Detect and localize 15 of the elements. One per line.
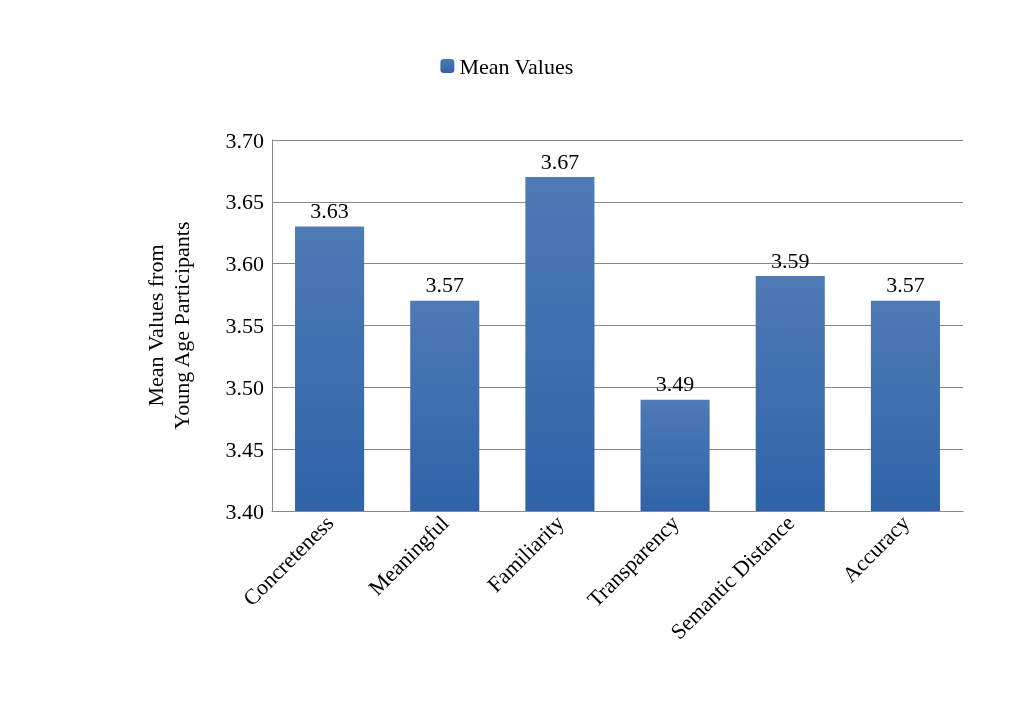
y-tick-label: 3.65 bbox=[225, 189, 264, 215]
data-label: 3.63 bbox=[310, 198, 349, 224]
data-label: 3.59 bbox=[771, 247, 810, 273]
y-tick-label: 3.45 bbox=[225, 436, 264, 462]
y-tick-label: 3.70 bbox=[225, 127, 264, 153]
y-tick-label: 3.60 bbox=[225, 251, 264, 277]
data-label: 3.57 bbox=[886, 272, 925, 298]
y-axis-title: Mean Values from Young Age Participants bbox=[142, 221, 194, 430]
data-label: 3.57 bbox=[425, 272, 464, 298]
y-tick-label: 3.55 bbox=[225, 313, 264, 338]
y-tick-label: 3.40 bbox=[225, 498, 264, 524]
data-label: 3.49 bbox=[655, 371, 695, 397]
data-label: 3.67 bbox=[540, 148, 580, 174]
y-tick-label: 3.50 bbox=[225, 374, 264, 400]
legend-label: Mean Values bbox=[459, 53, 574, 79]
